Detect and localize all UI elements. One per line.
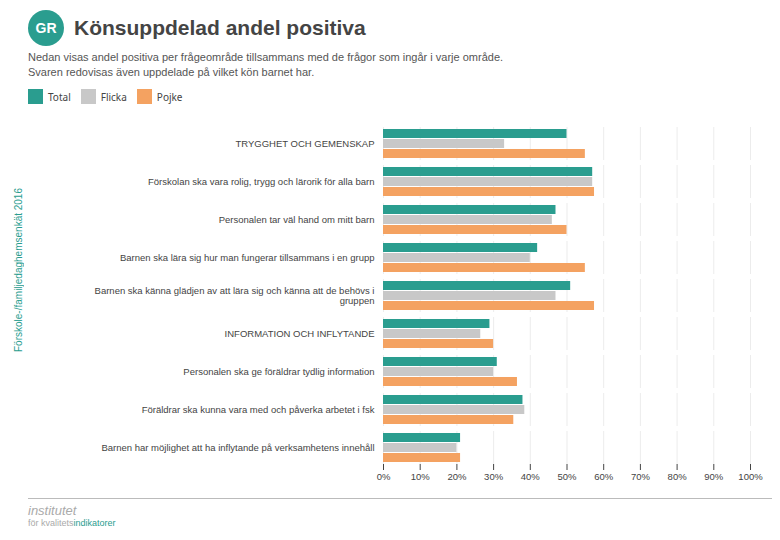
html-text:GR: GR	[35, 20, 57, 36]
html-text:för kvalitets indikatorer: för kvalitets indikatorer	[28, 518, 116, 528]
svg-text:100%: 100%	[738, 471, 763, 482]
svg-text:Barnen ska känna glädjen av at: Barnen ska känna glädjen av att lära sig…	[95, 285, 375, 306]
html-text:Nedan visas andel positiva per: Nedan visas andel positiva per frågeområ…	[28, 51, 504, 63]
svg-text:30%: 30%	[484, 471, 504, 482]
svg-text:0%: 0%	[377, 471, 391, 482]
svg-text:Förskolan ska vara rolig, tryg: Förskolan ska vara rolig, trygg och läro…	[148, 176, 375, 187]
svg-text:40%: 40%	[521, 471, 541, 482]
svg-text:Personalen tar väl hand om mit: Personalen tar väl hand om mitt barn	[219, 214, 375, 225]
svg-text:50%: 50%	[557, 471, 577, 482]
svg-text:90%: 90%	[704, 471, 724, 482]
svg-text:INFORMATION OCH INFLYTANDE: INFORMATION OCH INFLYTANDE	[225, 328, 375, 339]
html-text:Flicka: Flicka	[100, 89, 127, 104]
svg-text:10%: 10%	[411, 471, 431, 482]
svg-text:Barnen har möjlighet att ha in: Barnen har möjlighet att ha inflytande p…	[101, 442, 374, 453]
html-text:institutet: institutet	[28, 503, 77, 518]
svg-text:Barnen ska lära sig hur man fu: Barnen ska lära sig hur man fungerar til…	[120, 252, 375, 263]
html-text:Könsuppdelad andel positiva: Könsuppdelad andel positiva	[74, 16, 366, 39]
svg-text:TRYGGHET OCH GEMENSKAP: TRYGGHET OCH GEMENSKAP	[235, 138, 374, 149]
svg-text:Personalen ska ge föräldrar ty: Personalen ska ge föräldrar tydlig infor…	[183, 366, 374, 377]
html-text:Svaren redovisas även uppdelad: Svaren redovisas även uppdelade på vilke…	[28, 66, 315, 78]
html-text:Förskole-/familjedaghemsenkät: Förskole-/familjedaghemsenkät 2016	[12, 188, 24, 352]
svg-text:80%: 80%	[668, 471, 688, 482]
svg-text:60%: 60%	[594, 471, 614, 482]
html-text:Pojke: Pojke	[156, 89, 183, 104]
html-text:Total: Total	[48, 89, 71, 104]
svg-text:70%: 70%	[631, 471, 651, 482]
svg-text:20%: 20%	[447, 471, 467, 482]
svg-text:Föräldrar ska kunna vara med o: Föräldrar ska kunna vara med och påverka…	[142, 404, 375, 415]
